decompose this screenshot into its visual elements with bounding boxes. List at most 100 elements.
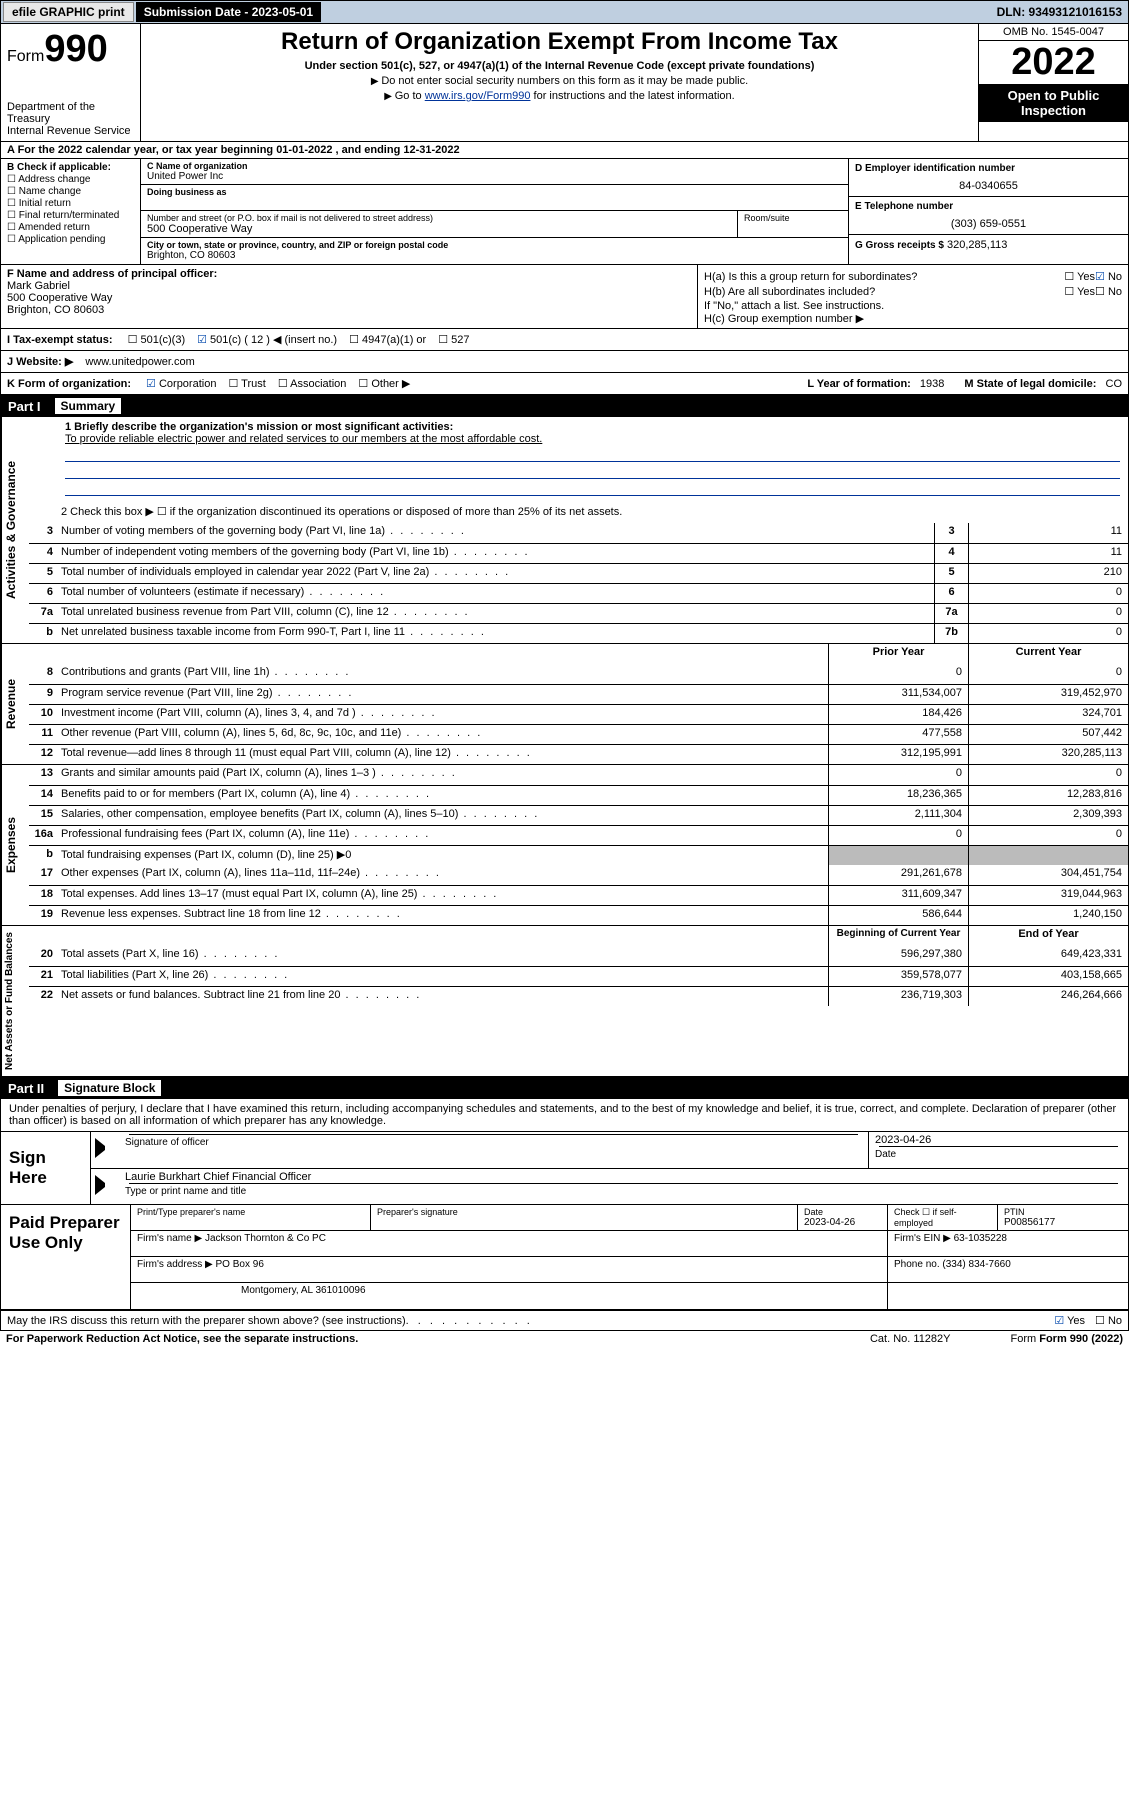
ha-yes[interactable]: Yes — [1064, 270, 1095, 283]
ha-no[interactable]: No — [1095, 270, 1122, 283]
row-num: 16a — [29, 826, 57, 845]
chk-trust[interactable]: Trust — [228, 377, 265, 390]
chk-name-change[interactable]: Name change — [7, 186, 134, 197]
summary-row: b Net unrelated business taxable income … — [29, 623, 1128, 643]
i-label: I Tax-exempt status: — [7, 334, 113, 346]
discuss-yes[interactable]: Yes — [1054, 1314, 1085, 1327]
summary-row: 4 Number of independent voting members o… — [29, 543, 1128, 563]
chk-527[interactable]: 527 — [438, 333, 469, 346]
firm-ein-label: Firm's EIN ▶ — [894, 1233, 951, 1244]
row-curr: 403,158,665 — [968, 967, 1128, 986]
side-rev: Revenue — [1, 644, 29, 764]
irs-label: Internal Revenue Service — [7, 125, 134, 137]
row-prior: 586,644 — [828, 906, 968, 925]
row-prior: 311,534,007 — [828, 685, 968, 704]
chk-corp[interactable]: Corporation — [146, 377, 216, 390]
footer-bottom: For Paperwork Reduction Act Notice, see … — [0, 1331, 1129, 1347]
l-value: 1938 — [920, 378, 944, 390]
prep-date-label: Date — [804, 1207, 881, 1217]
part1-title: Summary — [55, 398, 122, 414]
j-label: J Website: ▶ — [7, 355, 73, 368]
row-box: 5 — [934, 564, 968, 583]
phone-value: (303) 659-0551 — [855, 218, 1122, 230]
row-num: 9 — [29, 685, 57, 704]
submission-date: Submission Date - 2023-05-01 — [136, 2, 321, 22]
row-prior: 0 — [828, 765, 968, 785]
side-ag: Activities & Governance — [1, 417, 29, 643]
row-box: 3 — [934, 523, 968, 543]
chk-other[interactable]: Other ▶ — [358, 377, 410, 390]
row-desc: Contributions and grants (Part VIII, lin… — [57, 664, 828, 684]
part2-label: Part II — [8, 1081, 44, 1096]
row-desc: Total assets (Part X, line 16) — [57, 946, 828, 966]
chk-amended[interactable]: Amended return — [7, 222, 134, 233]
row-num: 7a — [29, 604, 57, 623]
firm-addr2: Montgomery, AL 361010096 — [131, 1283, 888, 1309]
firm-ein-value: 63-1035228 — [954, 1233, 1007, 1244]
summary-row: 19 Revenue less expenses. Subtract line … — [29, 905, 1128, 925]
summary-row: 3 Number of voting members of the govern… — [29, 523, 1128, 543]
row-prior: 477,558 — [828, 725, 968, 744]
row-i-tax-status: I Tax-exempt status: 501(c)(3) 501(c) ( … — [0, 328, 1129, 350]
row-curr: 649,423,331 — [968, 946, 1128, 966]
chk-501c12[interactable]: 501(c) ( 12 ) ◀ (insert no.) — [197, 333, 337, 346]
row-k-form-org: K Form of organization: Corporation Trus… — [0, 372, 1129, 395]
col-b-checkboxes: B Check if applicable: Address change Na… — [1, 159, 141, 264]
chk-app-pending[interactable]: Application pending — [7, 234, 134, 245]
r16b-p — [828, 846, 968, 865]
discuss-no[interactable]: No — [1095, 1314, 1122, 1327]
chk-initial-return[interactable]: Initial return — [7, 198, 134, 209]
row-box: 7b — [934, 624, 968, 643]
row-num: b — [29, 624, 57, 643]
summary-rev: Revenue Prior Year Current Year 8 Contri… — [0, 644, 1129, 765]
m-value: CO — [1106, 378, 1123, 390]
officer-typed-name: Laurie Burkhart Chief Financial Officer — [125, 1171, 1122, 1183]
row-desc: Number of independent voting members of … — [57, 544, 934, 563]
hb-note: If "No," attach a list. See instructions… — [704, 300, 1122, 312]
k-label: K Form of organization: — [7, 378, 131, 390]
header-left: Form990 Department of the Treasury Inter… — [1, 24, 141, 141]
hb-yes[interactable]: Yes — [1064, 285, 1095, 298]
row-curr: 12,283,816 — [968, 786, 1128, 805]
row-prior: 184,426 — [828, 705, 968, 724]
row-curr: 319,044,963 — [968, 886, 1128, 905]
row-desc: Net assets or fund balances. Subtract li… — [57, 987, 828, 1006]
summary-row: 22 Net assets or fund balances. Subtract… — [29, 986, 1128, 1006]
chk-address-change[interactable]: Address change — [7, 174, 134, 185]
city-label: City or town, state or province, country… — [147, 240, 842, 250]
firm-phone-label: Phone no. — [894, 1259, 940, 1270]
row-curr: 304,451,754 — [968, 865, 1128, 885]
row-curr: 2,309,393 — [968, 806, 1128, 825]
sig-date-value: 2023-04-26 — [875, 1134, 1122, 1146]
firm-addr1: PO Box 96 — [216, 1259, 264, 1270]
row-desc: Total number of individuals employed in … — [57, 564, 934, 583]
row-curr: 507,442 — [968, 725, 1128, 744]
row-num: 17 — [29, 865, 57, 885]
officer-addr2: Brighton, CO 80603 — [7, 304, 691, 316]
paid-preparer-row: Paid Preparer Use Only Print/Type prepar… — [1, 1204, 1128, 1309]
summary-row: 7a Total unrelated business revenue from… — [29, 603, 1128, 623]
chk-4947a1[interactable]: 4947(a)(1) or — [349, 333, 426, 346]
summary-row: 20 Total assets (Part X, line 16) 596,29… — [29, 946, 1128, 966]
hdr-prior: Prior Year — [828, 644, 968, 664]
row-prior: 312,195,991 — [828, 745, 968, 764]
chk-501c3[interactable]: 501(c)(3) — [128, 333, 186, 346]
prep-date-value: 2023-04-26 — [804, 1217, 881, 1228]
efile-print-button[interactable]: efile GRAPHIC print — [3, 2, 134, 22]
irs-link[interactable]: www.irs.gov/Form990 — [425, 90, 531, 102]
hdr-curr: Current Year — [968, 644, 1128, 664]
ptin-label: PTIN — [1004, 1207, 1122, 1217]
side-exp: Expenses — [1, 765, 29, 925]
summary-row: 12 Total revenue—add lines 8 through 11 … — [29, 744, 1128, 764]
q2-text: 2 Check this box ▶ ☐ if the organization… — [57, 503, 1128, 523]
hb-no[interactable]: No — [1095, 285, 1122, 298]
row-num: 15 — [29, 806, 57, 825]
check-self-emp[interactable]: Check ☐ if self-employed — [894, 1207, 991, 1228]
r16b-num: b — [29, 846, 57, 865]
row-val: 210 — [968, 564, 1128, 583]
col-b-title: B Check if applicable: — [7, 162, 134, 173]
hc-label: H(c) Group exemption number ▶ — [704, 312, 1122, 325]
chk-assoc[interactable]: Association — [278, 377, 347, 390]
prep-sig-label: Preparer's signature — [377, 1207, 791, 1217]
chk-final-return[interactable]: Final return/terminated — [7, 210, 134, 221]
